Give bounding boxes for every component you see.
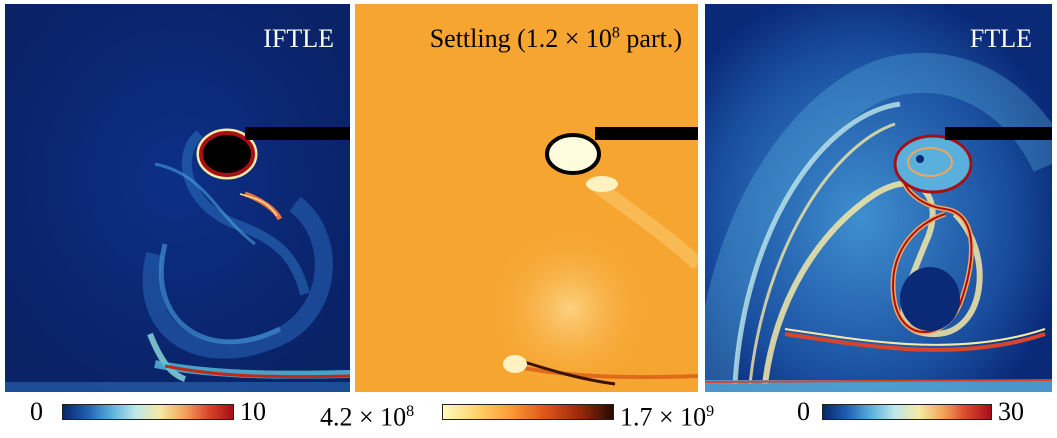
ftle-colorbar-min: 0 [797,397,810,426]
settling-colorbar-max: 1.7 × 109 [620,402,715,432]
obstacle-bar [245,127,350,140]
obstacle-bar [945,127,1052,140]
iftle-colorbar [62,404,234,420]
iftle-title: IFTLE [263,24,334,53]
iftle-panel: IFTLE [5,4,350,392]
settling-panel: Settling (1.2 × 108 part.) [355,4,698,392]
iftle-field [5,4,350,392]
obstacle-bar [595,127,698,140]
ftle-title: FTLE [969,24,1032,53]
iftle-colorbar-max: 10 [240,397,266,426]
ftle-colorbar-max: 30 [998,397,1024,426]
settling-title: Settling (1.2 × 108 part.) [429,24,682,53]
settling-colorbar [442,404,614,420]
iftle-colorbar-min: 0 [30,397,43,426]
ftle-panel: FTLE [705,4,1052,392]
ftle-colorbar [822,404,992,420]
ftle-field [705,4,1052,392]
settling-colorbar-min: 4.2 × 108 [320,402,415,432]
settling-field [355,4,698,392]
